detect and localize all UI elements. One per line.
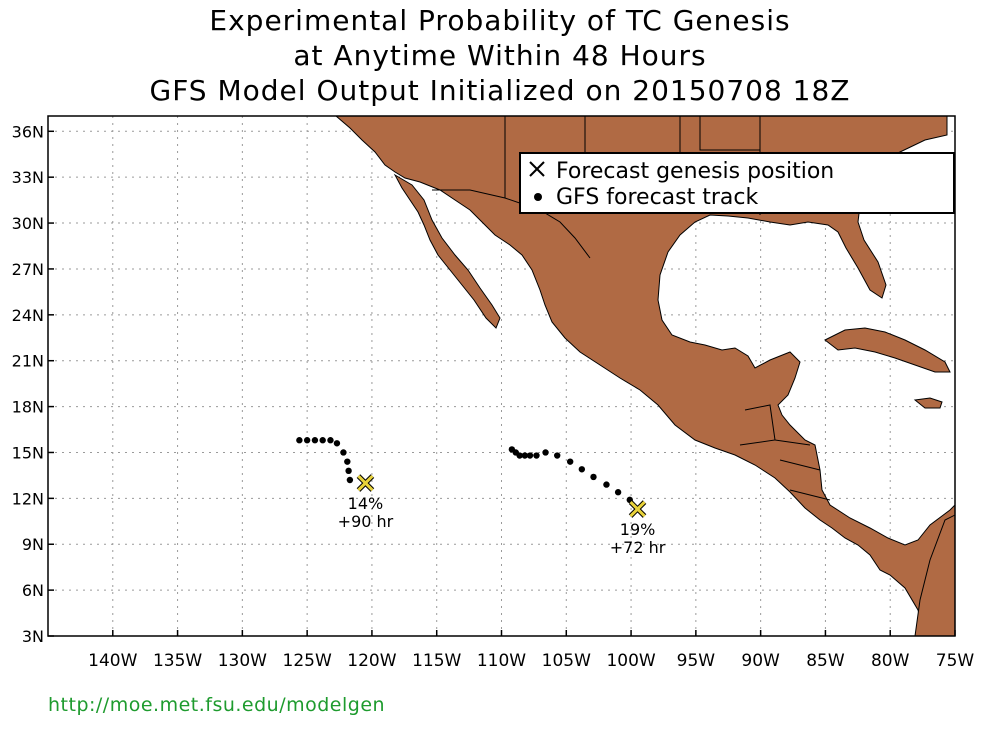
legend: Forecast genesis position GFS forecast t…: [519, 152, 955, 214]
title-line-1: Experimental Probability of TC Genesis: [209, 4, 791, 37]
legend-box: [519, 152, 955, 214]
lon-label: 140W: [88, 651, 137, 671]
lat-label: 3N: [22, 627, 44, 646]
lon-label: 130W: [218, 651, 267, 671]
track-point: [319, 437, 326, 444]
legend-track-label: GFS forecast track: [556, 185, 758, 210]
track-point: [566, 458, 574, 465]
lon-label: 75W: [936, 651, 975, 671]
track-point: [614, 489, 622, 496]
genesis-x-icon: [356, 474, 375, 492]
lat-label: 15N: [12, 443, 44, 462]
lon-label: 110W: [477, 651, 526, 671]
lon-label: 80W: [871, 651, 910, 671]
genesis-lead-time: +90 hr: [338, 512, 394, 531]
lon-label: 120W: [347, 651, 396, 671]
land-cuba: [824, 327, 951, 373]
legend-genesis-label: Forecast genesis position: [556, 159, 834, 184]
track-point: [346, 476, 354, 484]
track-point: [345, 467, 352, 475]
legend-x-icon: [529, 161, 545, 177]
track-point: [303, 437, 311, 444]
lon-label: 105W: [542, 651, 591, 671]
genesis-markers: 14%+90 hr 19%+72 hr: [338, 474, 666, 557]
lat-label: 33N: [12, 168, 44, 187]
track-point: [554, 452, 561, 459]
title-line-3: GFS Model Output Initialized on 20150708…: [149, 74, 851, 107]
track-point: [333, 440, 341, 447]
title-line-2: at Anytime Within 48 Hours: [293, 39, 707, 72]
track-point: [533, 452, 540, 459]
track-point: [590, 473, 597, 481]
track-point: [296, 437, 303, 444]
lat-label: 36N: [12, 122, 44, 141]
track-point: [542, 449, 549, 456]
border-central-america: [739, 404, 831, 501]
longitude-labels: 140W 135W 130W 125W 120W 115W 110W 105W 100W 95W 9…: [88, 630, 974, 671]
genesis-lead-time: +72 hr: [610, 538, 666, 557]
land-masses: [335, 116, 955, 636]
lon-label: 125W: [283, 651, 332, 671]
genesis-probability: 14%: [348, 494, 384, 513]
track-point: [344, 458, 351, 465]
genesis-probability: 19%: [620, 520, 656, 539]
source-url[interactable]: http://moe.met.fsu.edu/modelgen: [48, 694, 386, 716]
lon-label: 90W: [741, 651, 780, 671]
lon-label: 95W: [677, 651, 716, 671]
lon-label: 85W: [806, 651, 845, 671]
lat-label: 18N: [12, 398, 44, 417]
lat-label: 30N: [12, 214, 44, 233]
lon-label: 115W: [412, 651, 461, 671]
lat-label: 9N: [22, 535, 44, 554]
track-point: [521, 452, 529, 459]
track-point: [526, 452, 534, 459]
land-north-america: [335, 116, 955, 636]
lat-label: 27N: [12, 260, 44, 279]
land-jamaica: [913, 397, 943, 409]
lon-label: 100W: [606, 651, 655, 671]
legend-dot-icon: [534, 193, 542, 201]
lat-label: 21N: [12, 352, 44, 371]
track-point: [311, 437, 319, 444]
lat-label: 6N: [22, 581, 44, 600]
land-baja-california: [393, 173, 501, 329]
track-point: [516, 452, 523, 459]
land-south-america: [914, 514, 955, 636]
lat-label: 24N: [12, 306, 44, 325]
track-point: [327, 437, 334, 444]
lon-label: 135W: [153, 651, 202, 671]
track-point: [578, 466, 586, 473]
latitude-labels: 36N 33N 30N 27N 24N 21N 18N 15N 12N 9N 6N 3N: [12, 122, 54, 646]
lat-label: 12N: [12, 489, 44, 508]
track-point: [603, 481, 610, 488]
track-point: [340, 449, 347, 456]
genesis-x-icon: [628, 500, 647, 518]
